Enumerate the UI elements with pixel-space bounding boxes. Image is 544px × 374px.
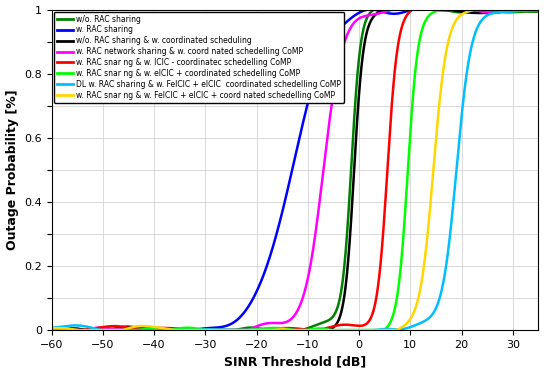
w. RAC snar ng & w. ICIC - coordinatec schedelling CoMP	[410, 7, 416, 12]
w. RAC snar ng & w. eICIC + coordinated schedelling CoMP	[256, 327, 263, 331]
DL w. RAC sharing & w. FeICIC + eICIC  coordinated schedelling CoMP	[48, 325, 55, 330]
w. RAC network sharing & w. coord nated schedelling CoMP	[48, 328, 55, 332]
Line: w/o. RAC sharing & w. coordinated scheduling: w/o. RAC sharing & w. coordinated schedu…	[52, 10, 539, 330]
w/o. RAC sharing	[371, 7, 378, 12]
w/o. RAC sharing	[526, 9, 532, 14]
Y-axis label: Outage Probability [%]: Outage Probability [%]	[5, 89, 18, 250]
Line: w. RAC network sharing & w. coord nated schedelling CoMP: w. RAC network sharing & w. coord nated …	[52, 10, 539, 330]
w. RAC snar ng & w. eICIC + coordinated schedelling CoMP	[526, 8, 533, 12]
w. RAC snar ng & w. eICIC + coordinated schedelling CoMP	[235, 328, 242, 332]
w. RAC snar ng & w. ICIC - coordinatec schedelling CoMP	[48, 328, 55, 332]
w/o. RAC sharing	[48, 328, 55, 332]
X-axis label: SINR Threshold [dB]: SINR Threshold [dB]	[224, 355, 366, 368]
w. RAC sharing	[366, 7, 373, 12]
w. RAC network sharing & w. coord nated schedelling CoMP	[256, 323, 263, 328]
w. RAC snar ng & w. ICIC - coordinatec schedelling CoMP	[535, 7, 542, 12]
w. RAC snar ng & w. eICIC + coordinated schedelling CoMP	[438, 7, 445, 12]
DL w. RAC sharing & w. FeICIC + eICIC  coordinated schedelling CoMP	[473, 27, 480, 32]
DL w. RAC sharing & w. FeICIC + eICIC  coordinated schedelling CoMP	[526, 7, 533, 12]
DL w. RAC sharing & w. FeICIC + eICIC  coordinated schedelling CoMP	[98, 328, 104, 332]
w/o. RAC sharing & w. coordinated scheduling	[381, 7, 388, 12]
w. RAC snar ng & w. eICIC + coordinated schedelling CoMP	[63, 328, 69, 332]
w. RAC snar ng & w. FeICIC + eICIC + coord nated schedelling CoMP	[75, 328, 82, 332]
w. RAC snar ng & w. FeICIC + eICIC + coord nated schedelling CoMP	[133, 324, 139, 329]
w. RAC network sharing & w. coord nated schedelling CoMP	[526, 7, 533, 12]
w. RAC snar ng & w. ICIC - coordinatec schedelling CoMP	[473, 7, 480, 12]
w. RAC snar ng & w. FeICIC + eICIC + coord nated schedelling CoMP	[526, 7, 533, 12]
w/o. RAC sharing & w. coordinated scheduling	[473, 11, 480, 15]
w. RAC sharing	[235, 317, 242, 321]
w/o. RAC sharing	[235, 327, 242, 332]
w. RAC snar ng & w. FeICIC + eICIC + coord nated schedelling CoMP	[473, 7, 480, 12]
w. RAC sharing	[104, 328, 110, 332]
Line: w. RAC sharing: w. RAC sharing	[52, 10, 539, 330]
w/o. RAC sharing & w. coordinated scheduling	[256, 328, 263, 332]
w. RAC network sharing & w. coord nated schedelling CoMP	[535, 9, 542, 13]
DL w. RAC sharing & w. FeICIC + eICIC  coordinated schedelling CoMP	[235, 328, 242, 332]
w. RAC snar ng & w. FeICIC + eICIC + coord nated schedelling CoMP	[473, 7, 479, 12]
w. RAC network sharing & w. coord nated schedelling CoMP	[390, 7, 396, 12]
w. RAC sharing	[256, 283, 263, 288]
w/o. RAC sharing	[104, 328, 110, 332]
w/o. RAC sharing & w. coordinated scheduling	[48, 328, 55, 332]
Line: w/o. RAC sharing: w/o. RAC sharing	[52, 10, 539, 330]
w. RAC snar ng & w. FeICIC + eICIC + coord nated schedelling CoMP	[256, 328, 263, 332]
Line: w. RAC snar ng & w. FeICIC + eICIC + coord nated schedelling CoMP: w. RAC snar ng & w. FeICIC + eICIC + coo…	[52, 10, 539, 330]
w. RAC sharing	[473, 7, 480, 12]
w. RAC snar ng & w. ICIC - coordinatec schedelling CoMP	[235, 328, 242, 332]
w. RAC sharing	[133, 328, 139, 332]
w. RAC snar ng & w. eICIC + coordinated schedelling CoMP	[48, 327, 55, 331]
w. RAC network sharing & w. coord nated schedelling CoMP	[104, 326, 110, 330]
w. RAC snar ng & w. eICIC + coordinated schedelling CoMP	[535, 8, 542, 12]
w/o. RAC sharing & w. coordinated scheduling	[535, 7, 542, 12]
DL w. RAC sharing & w. FeICIC + eICIC  coordinated schedelling CoMP	[535, 7, 542, 12]
w. RAC snar ng & w. ICIC - coordinatec schedelling CoMP	[256, 328, 263, 332]
w. RAC snar ng & w. FeICIC + eICIC + coord nated schedelling CoMP	[48, 326, 55, 330]
w/o. RAC sharing	[535, 9, 542, 14]
w. RAC sharing	[48, 328, 55, 332]
w. RAC snar ng & w. eICIC + coordinated schedelling CoMP	[473, 7, 480, 12]
w. RAC network sharing & w. coord nated schedelling CoMP	[54, 328, 60, 332]
Line: w. RAC snar ng & w. ICIC - coordinatec schedelling CoMP: w. RAC snar ng & w. ICIC - coordinatec s…	[52, 10, 539, 330]
w. RAC snar ng & w. ICIC - coordinatec schedelling CoMP	[526, 7, 532, 12]
w/o. RAC sharing & w. coordinated scheduling	[104, 328, 110, 332]
Legend: w/o. RAC sharing, w. RAC sharing, w/o. RAC sharing & w. coordinated scheduling, : w/o. RAC sharing, w. RAC sharing, w/o. R…	[54, 12, 344, 102]
w. RAC network sharing & w. coord nated schedelling CoMP	[235, 328, 242, 332]
DL w. RAC sharing & w. FeICIC + eICIC  coordinated schedelling CoMP	[104, 328, 110, 332]
Line: w. RAC snar ng & w. eICIC + coordinated schedelling CoMP: w. RAC snar ng & w. eICIC + coordinated …	[52, 10, 539, 330]
Line: DL w. RAC sharing & w. FeICIC + eICIC  coordinated schedelling CoMP: DL w. RAC sharing & w. FeICIC + eICIC co…	[52, 10, 539, 330]
w/o. RAC sharing	[256, 326, 263, 331]
w. RAC network sharing & w. coord nated schedelling CoMP	[133, 327, 139, 331]
w/o. RAC sharing & w. coordinated scheduling	[526, 7, 532, 12]
DL w. RAC sharing & w. FeICIC + eICIC  coordinated schedelling CoMP	[256, 328, 263, 332]
w/o. RAC sharing	[473, 8, 480, 12]
w. RAC snar ng & w. ICIC - coordinatec schedelling CoMP	[104, 324, 110, 329]
w. RAC network sharing & w. coord nated schedelling CoMP	[473, 8, 480, 13]
w. RAC snar ng & w. FeICIC + eICIC + coord nated schedelling CoMP	[104, 328, 110, 332]
DL w. RAC sharing & w. FeICIC + eICIC  coordinated schedelling CoMP	[133, 328, 139, 332]
DL w. RAC sharing & w. FeICIC + eICIC  coordinated schedelling CoMP	[526, 7, 532, 12]
w. RAC snar ng & w. eICIC + coordinated schedelling CoMP	[104, 328, 110, 332]
w/o. RAC sharing & w. coordinated scheduling	[133, 325, 139, 329]
w/o. RAC sharing & w. coordinated scheduling	[235, 328, 242, 332]
w. RAC snar ng & w. FeICIC + eICIC + coord nated schedelling CoMP	[535, 7, 542, 12]
w. RAC sharing	[526, 7, 532, 12]
w. RAC snar ng & w. eICIC + coordinated schedelling CoMP	[133, 328, 139, 332]
w. RAC snar ng & w. FeICIC + eICIC + coord nated schedelling CoMP	[235, 328, 242, 332]
w. RAC sharing	[535, 7, 542, 12]
w. RAC snar ng & w. ICIC - coordinatec schedelling CoMP	[133, 327, 139, 331]
w/o. RAC sharing	[133, 327, 139, 331]
